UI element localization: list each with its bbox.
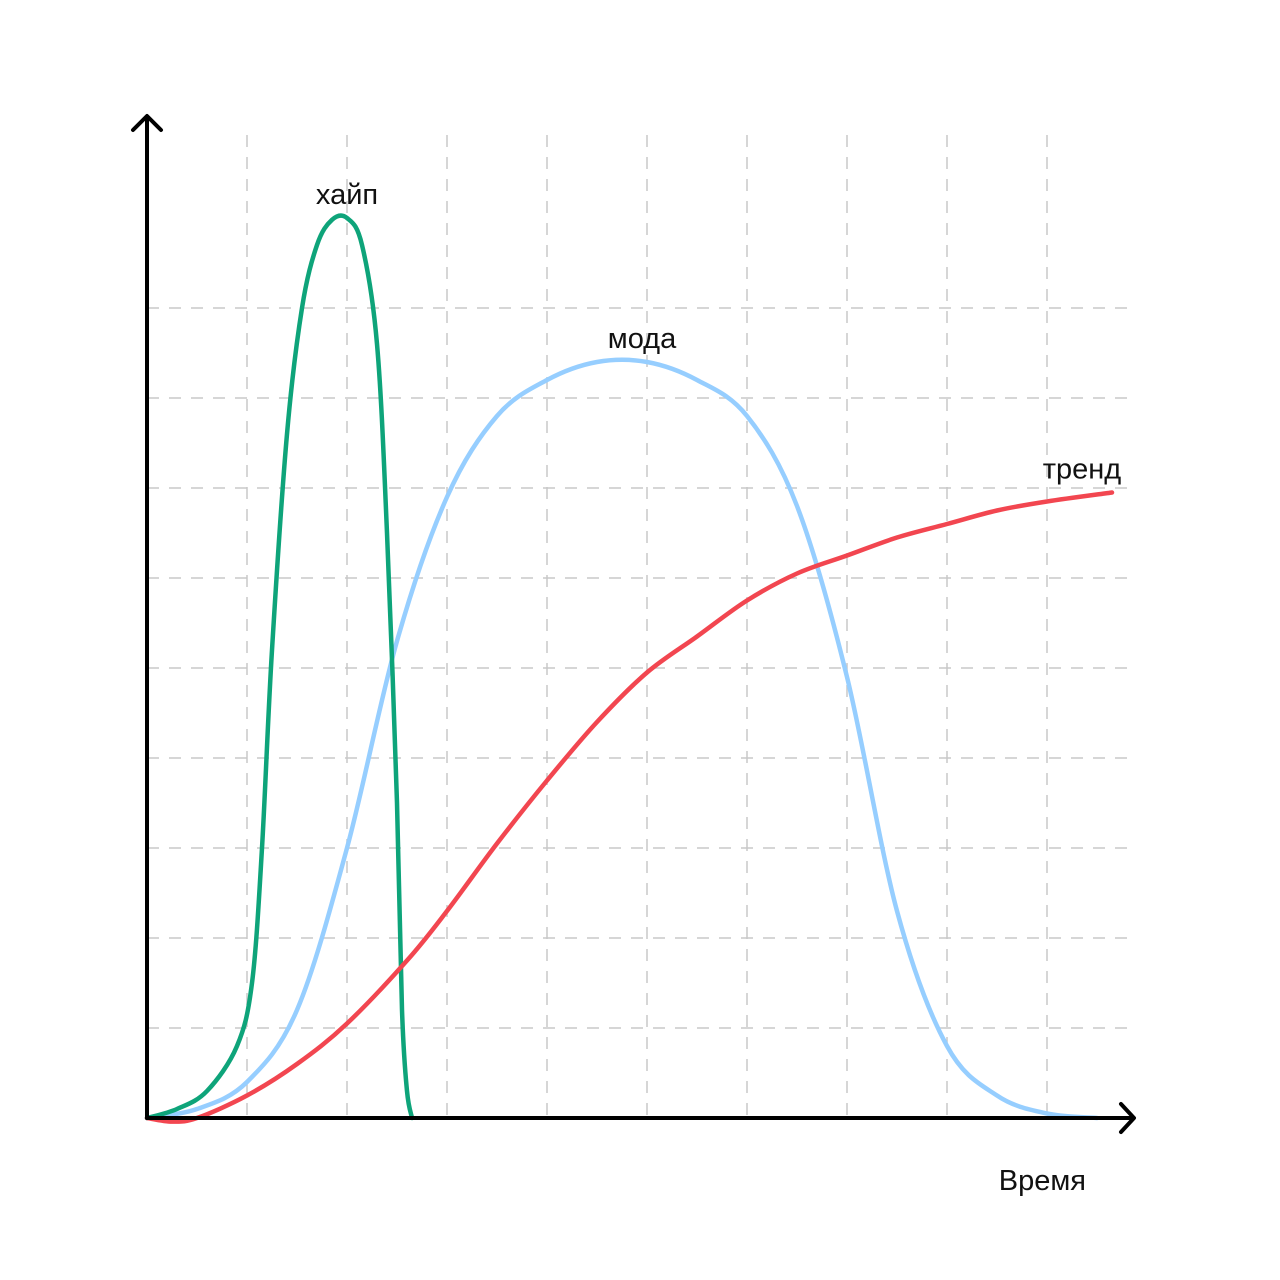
annotation-group: хайп мода тренд <box>316 179 1121 486</box>
series-line-0 <box>144 213 415 1121</box>
grid <box>147 135 1130 1118</box>
series-label: хайп <box>316 179 378 211</box>
x-axis-arrow-icon <box>1119 1102 1136 1134</box>
series-group <box>144 213 1115 1124</box>
series-label: тренд <box>1043 454 1122 486</box>
y-axis-arrow-icon <box>131 114 163 132</box>
series-label: мода <box>608 323 677 355</box>
series-line-1 <box>144 357 1100 1121</box>
x-axis-label: Время <box>999 1165 1086 1197</box>
axes <box>131 114 1136 1134</box>
series-line-2 <box>144 490 1115 1124</box>
